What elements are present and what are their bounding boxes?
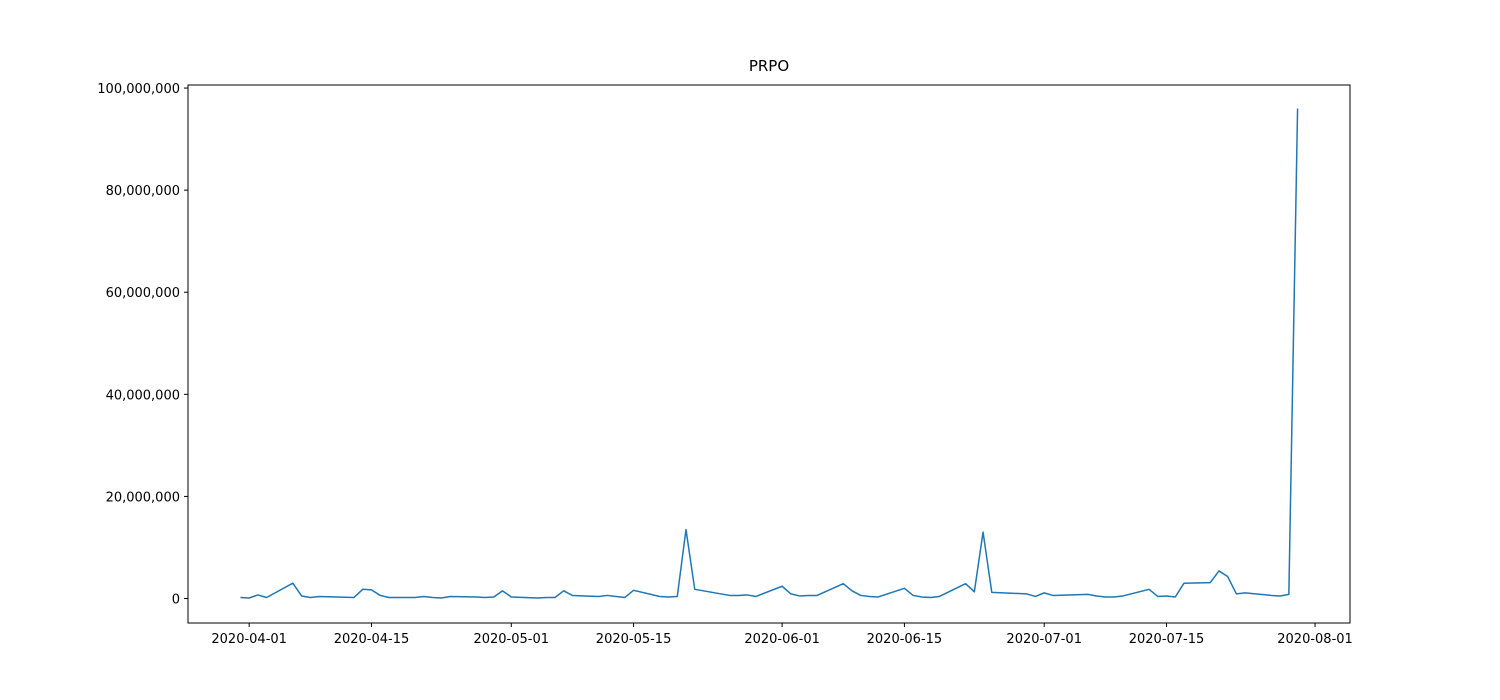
x-tick-label: 2020-05-01 [473, 632, 549, 647]
x-tick-label: 2020-04-15 [334, 632, 410, 647]
data-line [240, 108, 1299, 599]
y-tick-label: 20,000,000 [106, 490, 180, 505]
x-tick-label: 2020-06-15 [867, 632, 943, 647]
x-tick-label: 2020-07-01 [1006, 632, 1082, 647]
chart-title: PRPO [749, 57, 789, 75]
x-tick-label: 2020-07-15 [1129, 632, 1205, 647]
y-tick-label: 0 [172, 592, 180, 607]
plot-frame [187, 84, 1351, 624]
y-tick-label: 40,000,000 [106, 388, 180, 403]
x-tick-label: 2020-06-01 [744, 632, 820, 647]
y-tick-label: 60,000,000 [106, 286, 180, 301]
y-tick-label: 100,000,000 [97, 82, 180, 97]
x-tick-label: 2020-05-15 [596, 632, 672, 647]
x-tick-label: 2020-08-01 [1277, 632, 1353, 647]
x-tick-label: 2020-04-01 [211, 632, 287, 647]
y-tick-label: 80,000,000 [106, 184, 180, 199]
